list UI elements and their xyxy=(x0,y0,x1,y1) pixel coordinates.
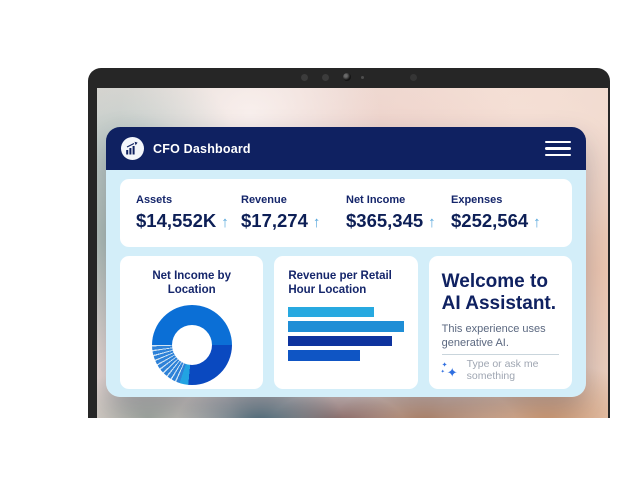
kpi-label: Net Income xyxy=(346,194,406,206)
kpi-value: $17,274 xyxy=(241,210,308,231)
ai-assistant-card: Welcome to AI Assistant. This experience… xyxy=(428,256,572,389)
camera-sensor-dot xyxy=(301,74,308,81)
hamburger-menu-icon[interactable] xyxy=(545,137,571,161)
kpi-label: Revenue xyxy=(241,194,287,206)
device-screen-wallpaper: CFO Dashboard Assets $14,552K ↑ Revenue xyxy=(97,88,608,418)
kpi-value: $365,345 xyxy=(346,210,424,231)
cfo-dashboard-window: CFO Dashboard Assets $14,552K ↑ Revenue xyxy=(106,127,586,397)
ai-body-text: This experience uses generative AI. xyxy=(441,323,546,350)
kpi-value: $252,564 xyxy=(451,210,529,231)
divider xyxy=(441,354,559,355)
ai-heading-line2: AI Assistant. xyxy=(441,293,557,315)
trend-up-icon: ↑ xyxy=(428,214,436,231)
bar-2 xyxy=(288,321,404,332)
trend-up-icon: ↑ xyxy=(533,214,541,231)
ai-heading-line1: Welcome to xyxy=(441,271,548,292)
kpi-assets: Assets $14,552K ↑ xyxy=(136,194,241,232)
kpi-net-income: Net Income $365,345 ↑ xyxy=(346,194,451,232)
kpi-revenue: Revenue $17,274 ↑ xyxy=(241,194,346,232)
revenue-per-retail-hour-card: Revenue per Retail Hour Location xyxy=(274,256,418,389)
app-logo xyxy=(121,137,144,160)
ai-heading: Welcome to AI Assistant. xyxy=(442,271,559,315)
kpi-label: Assets xyxy=(136,194,173,206)
laptop-device-frame: CFO Dashboard Assets $14,552K ↑ Revenue xyxy=(88,68,610,418)
sparkle-icon: ✦ ✦ ✦ xyxy=(440,361,458,380)
donut-chart xyxy=(151,304,232,385)
net-income-by-location-card: Net Income by Location xyxy=(120,256,264,389)
donut-chart-title: Net Income by Location xyxy=(152,270,231,297)
camera-sensor-dot xyxy=(322,74,329,81)
bar-3 xyxy=(288,335,393,347)
ai-input-placeholder: Type or ask me something xyxy=(466,358,539,382)
kpi-label: Expenses xyxy=(451,194,503,206)
kpi-expenses: Expenses $252,564 ↑ xyxy=(451,194,556,232)
charts-row: Net Income by Location Revenue per Retai… xyxy=(120,256,572,389)
bar-chart-title: Revenue per Retail Hour Location xyxy=(288,270,392,297)
kpi-summary-card: Assets $14,552K ↑ Revenue $17,274 ↑ Net In… xyxy=(120,179,572,247)
dashboard-header: CFO Dashboard xyxy=(106,127,586,170)
bar-1 xyxy=(288,306,374,318)
camera-sensor-dot xyxy=(410,74,417,81)
camera-indicator-dot xyxy=(361,76,364,79)
bar-chart-growth-icon xyxy=(126,141,138,155)
trend-up-icon: ↑ xyxy=(221,214,229,231)
kpi-value: $14,552K xyxy=(136,210,217,231)
dashboard-body: Assets $14,552K ↑ Revenue $17,274 ↑ Net In… xyxy=(106,170,586,397)
donut-hole xyxy=(171,324,212,365)
ai-prompt-input[interactable]: ✦ ✦ ✦ Type or ask me something xyxy=(440,358,559,382)
webcam-lens xyxy=(343,73,351,81)
bar-4 xyxy=(288,350,360,361)
bar-chart xyxy=(288,306,404,361)
app-title: CFO Dashboard xyxy=(153,141,251,156)
trend-up-icon: ↑ xyxy=(312,214,321,231)
